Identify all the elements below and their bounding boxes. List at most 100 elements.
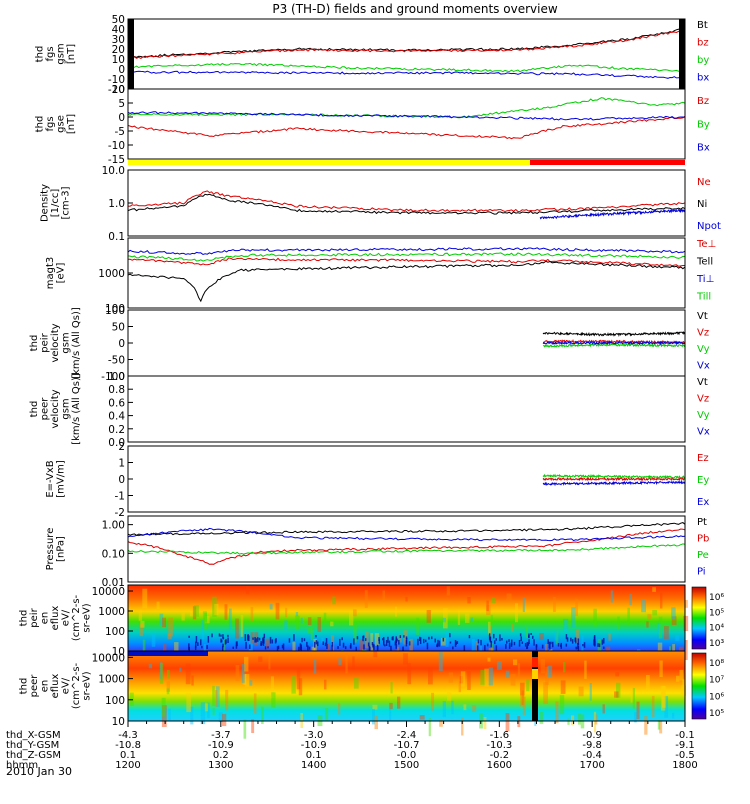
- heatmap-texture: [577, 645, 580, 653]
- ytick-label: 0.8: [108, 384, 125, 396]
- heatmap-texture: [214, 604, 219, 615]
- heatmap-texture: [644, 716, 648, 735]
- heatmap-texture: [247, 634, 249, 641]
- heatmap-texture: [436, 644, 438, 647]
- heatmap-texture: [353, 677, 359, 689]
- heatmap-texture: [506, 640, 508, 644]
- ylabel-line: thd: [29, 335, 40, 352]
- ytick-label: 100: [105, 695, 125, 707]
- heatmap-texture: [168, 617, 173, 637]
- heatmap-texture: [264, 646, 267, 650]
- heatmap-texture: [324, 679, 327, 690]
- heatmap-texture: [594, 714, 598, 725]
- heatmap-texture: [614, 691, 619, 698]
- heatmap-texture: [270, 676, 275, 698]
- ytick-label: -100: [101, 371, 125, 383]
- heatmap-texture: [577, 638, 580, 645]
- heatmap-texture: [683, 615, 689, 631]
- legend-Pt: Pt: [697, 517, 707, 528]
- ylabel-line: fgs: [45, 46, 56, 61]
- heatmap-texture: [439, 719, 443, 727]
- heatmap-texture: [353, 638, 355, 645]
- footer-value: 0.1: [306, 750, 322, 761]
- heatmap-texture: [344, 646, 347, 650]
- panel-pressure: Pt Pb Pe Pi 1.00 0.10 0.01 Pressure [nPa]: [45, 515, 709, 589]
- heatmap-texture: [392, 636, 394, 641]
- footer-value: 1700: [579, 760, 604, 771]
- footer-value: -4.3: [118, 730, 138, 741]
- heatmap-texture: [402, 646, 404, 654]
- heatmap-texture: [161, 705, 167, 727]
- heatmap-texture: [593, 639, 595, 646]
- ylabel-line: peer: [40, 397, 51, 421]
- heatmap-texture: [506, 670, 510, 678]
- heatmap-texture: [560, 644, 562, 647]
- heatmap-texture: [520, 687, 525, 707]
- heatmap-texture: [555, 701, 559, 724]
- heatmap-texture: [355, 646, 357, 652]
- heatmap-texture: [598, 643, 601, 648]
- heatmap-peer_en_eflux: [128, 651, 685, 721]
- ylabel-line: peir: [40, 332, 51, 352]
- heatmap-texture: [349, 610, 354, 626]
- heatmap-texture: [207, 702, 210, 719]
- colorbar-tick-label: 10³: [709, 639, 724, 649]
- heatmap-texture: [405, 636, 408, 640]
- heatmap-texture: [570, 637, 572, 642]
- heatmap-texture: [484, 668, 489, 687]
- heatmap-texture: [477, 639, 480, 644]
- heatmap-texture: [457, 609, 461, 625]
- ytick-label: 10: [112, 84, 125, 96]
- heatmap-texture: [232, 646, 234, 649]
- heatmap-texture: [574, 637, 577, 642]
- series-fgs_gse-Bz: [127, 115, 686, 140]
- ytick-label: 0.4: [108, 411, 125, 423]
- ylabel-line: (cm^2-s-: [71, 662, 82, 709]
- heatmap-texture: [191, 675, 194, 686]
- ytick-label: 50: [112, 322, 125, 334]
- legend-Vt: Vt: [697, 377, 708, 388]
- heatmap-texture: [235, 618, 239, 639]
- ylabel-line: thd: [19, 678, 30, 695]
- heatmap-texture: [634, 712, 637, 723]
- heatmap-texture: [575, 646, 577, 650]
- heatmap-texture: [679, 669, 684, 681]
- heatmap-texture: [657, 622, 661, 634]
- heatmap-texture: [252, 637, 254, 640]
- ytick-label: -10: [108, 74, 125, 86]
- ytick-label: 1: [118, 458, 125, 470]
- ylabel-line: en: [40, 680, 51, 693]
- ylabel-line: E=-VxB: [45, 460, 56, 497]
- heatmap-texture: [338, 658, 342, 665]
- heatmap-texture: [338, 703, 341, 715]
- series-efield-Ey: [542, 473, 686, 480]
- heatmap-texture: [548, 641, 551, 649]
- series-fgs_gsm-by: [127, 62, 686, 73]
- heatmap-texture: [250, 632, 254, 644]
- heatmap-texture: [244, 634, 247, 642]
- legend-Tell: Tell: [696, 257, 713, 268]
- heatmap-texture: [214, 690, 218, 707]
- footer-value: 1600: [487, 760, 512, 771]
- panel-edge-strip: [128, 19, 134, 89]
- footer-value: -10.7: [394, 740, 420, 751]
- heatmap-texture: [263, 633, 266, 638]
- heatmap-texture: [496, 661, 502, 670]
- colorbar-peer_en_eflux: [691, 652, 707, 720]
- heatmap-texture: [188, 635, 190, 638]
- heatmap-texture: [467, 597, 471, 604]
- heatmap-texture: [186, 692, 191, 713]
- heatmap-texture: [513, 641, 516, 646]
- ytick-label: 40: [112, 24, 125, 36]
- heatmap-texture: [528, 633, 530, 636]
- heatmap-texture: [197, 642, 199, 646]
- heatmap-texture: [374, 715, 378, 730]
- footer-value: -9.8: [582, 740, 602, 751]
- series-fgs_gse-By: [127, 97, 686, 119]
- heatmap-texture: [160, 662, 163, 679]
- heatmap-texture: [470, 617, 474, 622]
- heatmap-texture: [368, 645, 371, 653]
- heatmap-texture: [220, 639, 223, 643]
- ylabel-line: velocity: [50, 323, 61, 362]
